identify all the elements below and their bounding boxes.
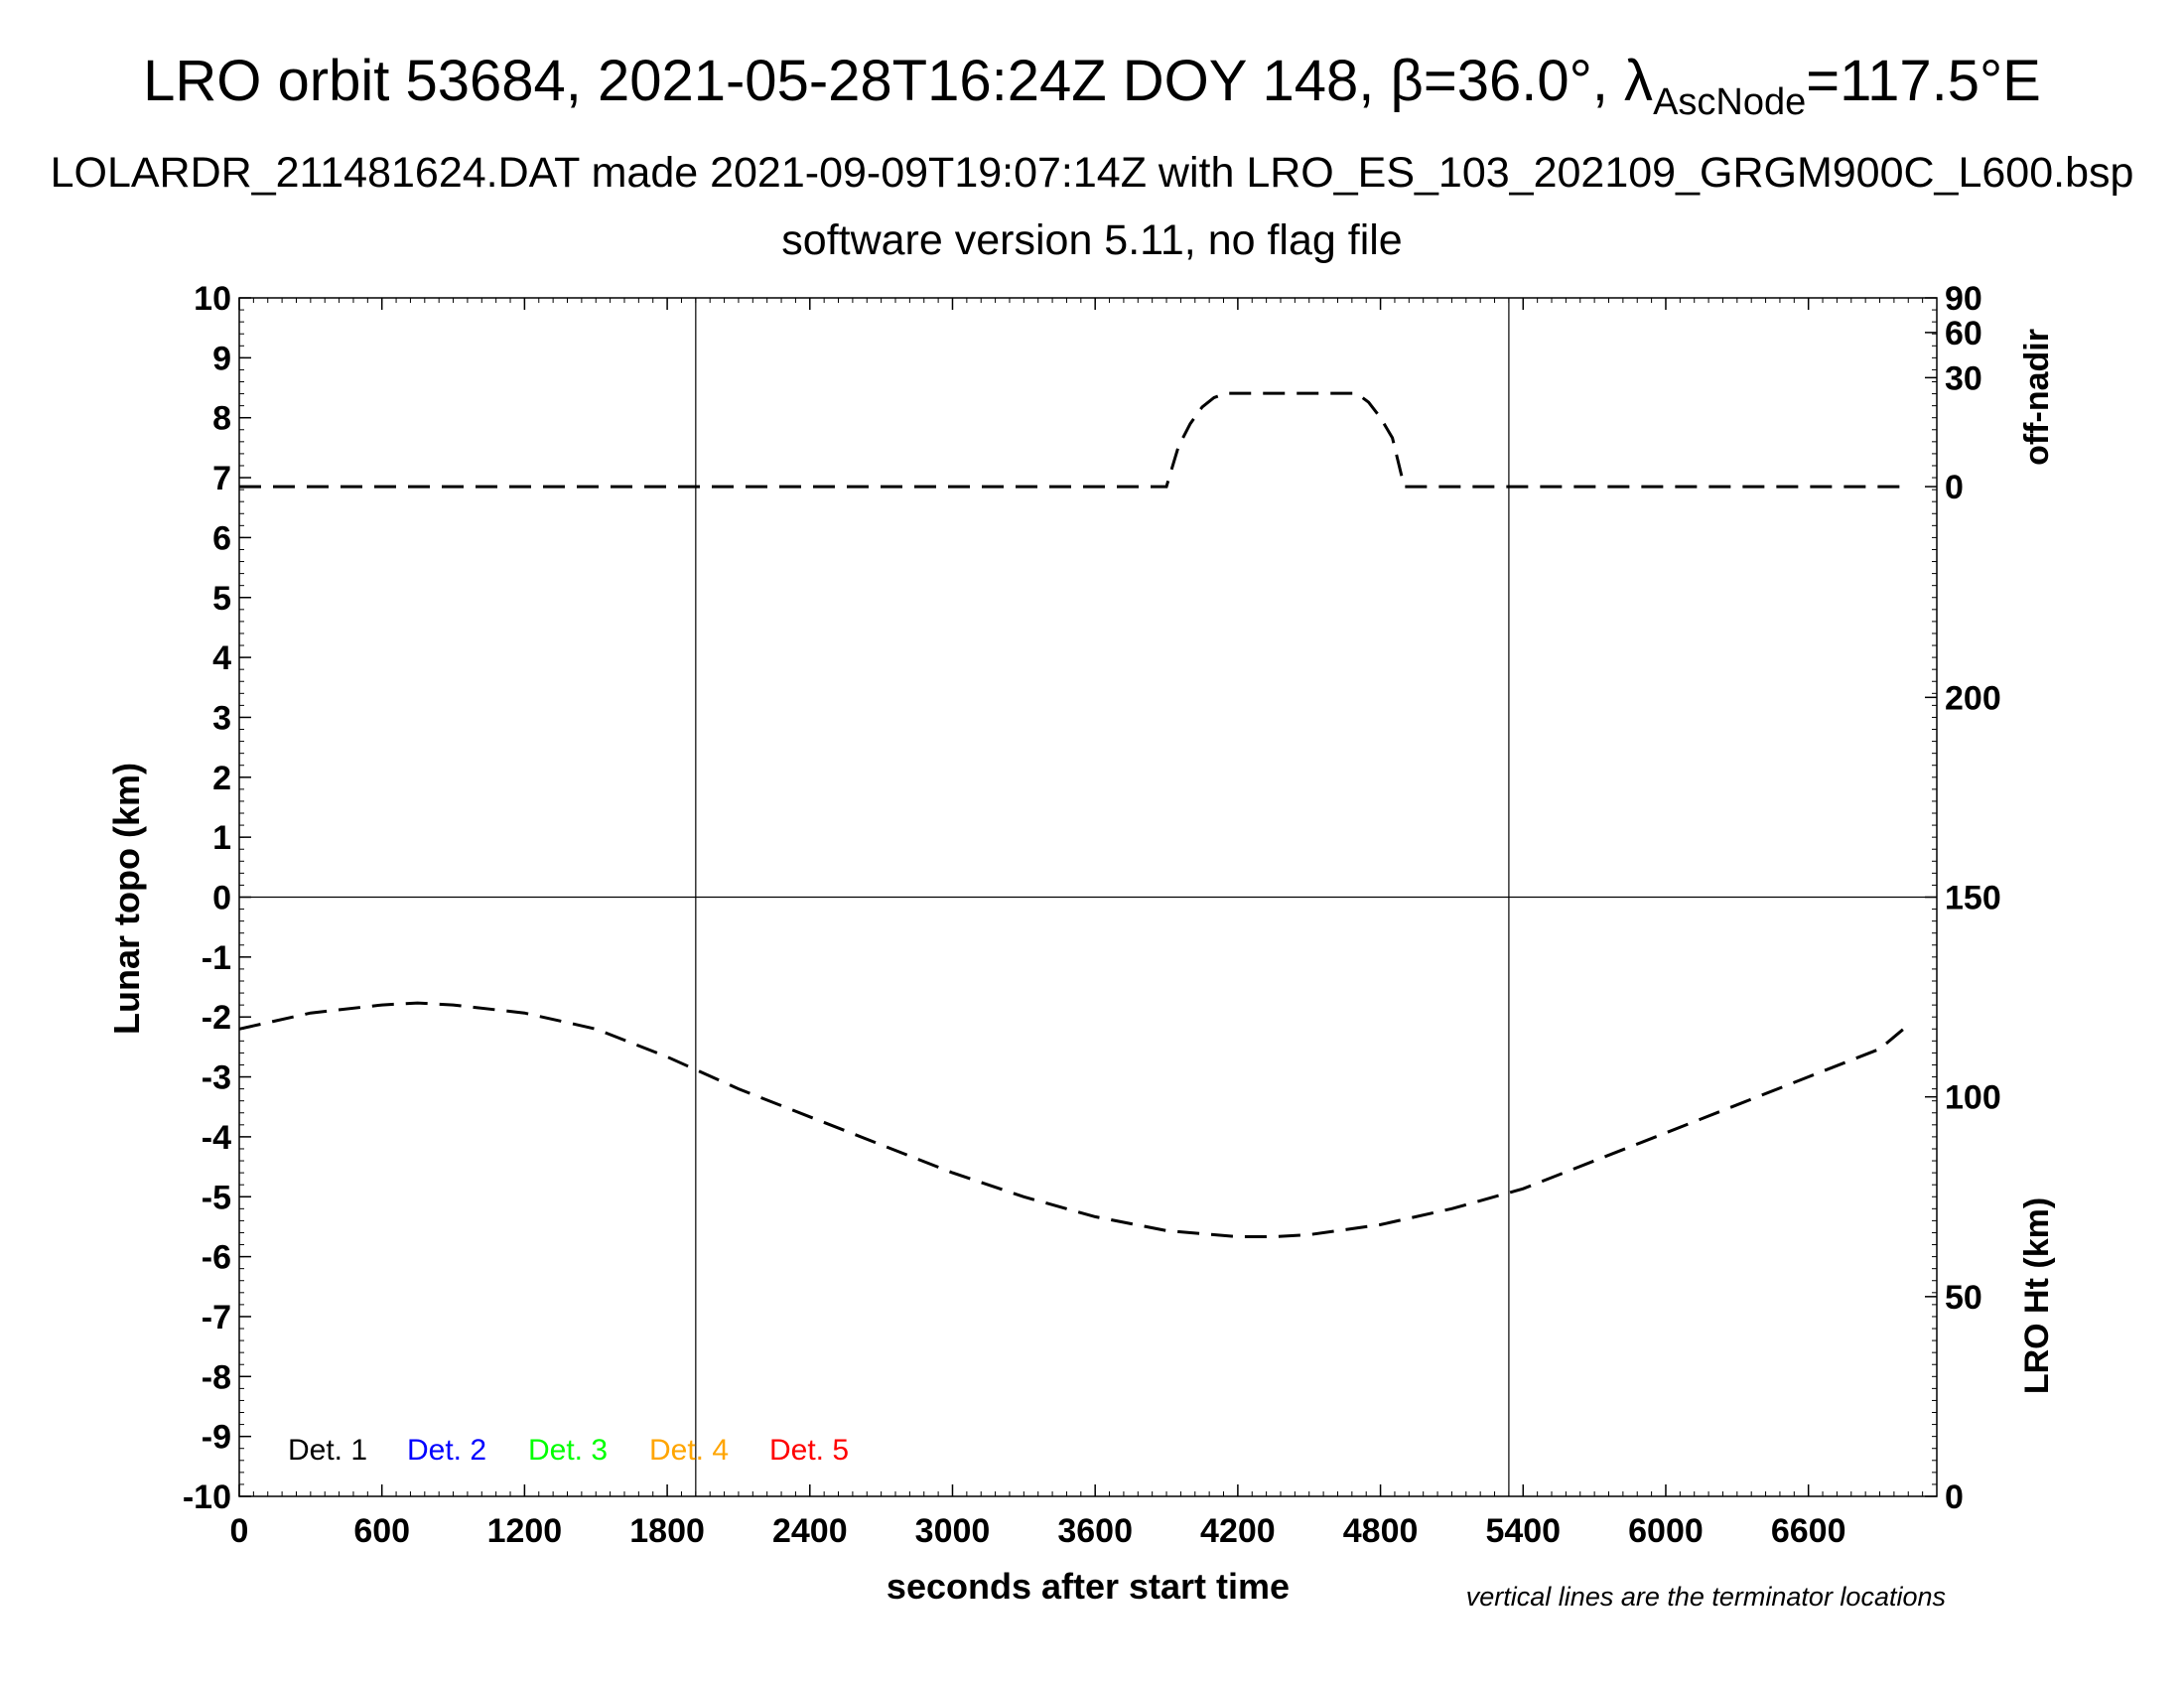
lro-ht-tick-label: 150 <box>1945 880 2001 917</box>
y-tick-label: 2 <box>212 760 231 797</box>
y-tick-label: -5 <box>202 1179 231 1216</box>
title-prefix: LRO orbit 53684, 2021-05-28T16:24Z DOY 1… <box>143 49 1654 113</box>
x-tick-label: 4800 <box>1343 1512 1419 1550</box>
x-tick-label: 1200 <box>487 1512 563 1550</box>
y-tick-label: -3 <box>202 1059 231 1097</box>
legend-item-det-2: Det. 2 <box>407 1434 486 1467</box>
x-tick-label: 600 <box>353 1512 410 1550</box>
off-nadir-tick-label: 60 <box>1945 315 1982 352</box>
chart-subtitle: LOLARDR_211481624.DAT made 2021-09-09T19… <box>50 149 2134 197</box>
x-tick-label: 6000 <box>1628 1512 1704 1550</box>
x-tick-label: 2400 <box>772 1512 848 1550</box>
legend: Det. 1 Det. 2 Det. 3 Det. 4 Det. 5 <box>288 1434 849 1467</box>
y-tick-label: -6 <box>202 1239 231 1277</box>
x-tick-label: 3600 <box>1057 1512 1133 1550</box>
x-tick-label: 6600 <box>1771 1512 1846 1550</box>
off-nadir-tick-label: 0 <box>1945 469 1964 506</box>
chart-subtitle-2: software version 5.11, no flag file <box>781 216 1403 264</box>
y-tick-label: 9 <box>212 340 231 377</box>
terminator-note: vertical lines are the terminator locati… <box>1466 1582 1946 1612</box>
off-nadir-tick-label: 30 <box>1945 359 1982 397</box>
y-axis-label-left: Lunar topo (km) <box>106 763 147 1035</box>
legend-item-det-5: Det. 5 <box>769 1434 849 1467</box>
y-tick-label: 3 <box>212 699 231 737</box>
y-tick-label: -9 <box>202 1419 231 1457</box>
off-nadir-series-line <box>239 391 1904 489</box>
y-tick-label: -10 <box>183 1478 231 1516</box>
y-tick-label: -4 <box>202 1119 231 1157</box>
y-tick-label: -7 <box>202 1299 231 1336</box>
lro-ht-tick-label: 0 <box>1945 1478 1964 1516</box>
y-tick-label: 10 <box>194 280 231 318</box>
lro-ht-tick-label: 100 <box>1945 1079 2001 1117</box>
legend-item-det-1: Det. 1 <box>288 1434 367 1467</box>
x-axis-label: seconds after start time <box>887 1566 1290 1607</box>
lro-ht-tick-label: 200 <box>1945 679 2001 717</box>
y-tick-label: 5 <box>212 580 231 618</box>
x-tick-label: 4200 <box>1200 1512 1276 1550</box>
y-tick-label: 6 <box>212 519 231 557</box>
x-tick-label: 3000 <box>915 1512 991 1550</box>
legend-item-det-4: Det. 4 <box>649 1434 729 1467</box>
x-tick-label: 0 <box>230 1512 249 1550</box>
title-subscript: AscNode <box>1653 81 1807 123</box>
y-tick-label: 7 <box>212 460 231 497</box>
x-tick-label: 1800 <box>629 1512 705 1550</box>
legend-item-det-3: Det. 3 <box>528 1434 608 1467</box>
y-tick-label: 0 <box>212 880 231 917</box>
series-layer <box>238 391 1905 1238</box>
y-tick-label: 8 <box>212 400 231 438</box>
lro-ht-series-line <box>238 1001 1905 1238</box>
off-nadir-tick-label: 90 <box>1945 280 1982 318</box>
grid <box>239 298 1937 1496</box>
y-tick-label: -1 <box>202 939 231 977</box>
lro-ht-tick-label: 50 <box>1945 1279 1982 1317</box>
axis-ticks: 0 600 1200 1800 2400 3000 3600 4200 4800 5400 6000… <box>183 280 2001 1550</box>
y-axis-label-off-nadir: off-nadir <box>2018 329 2056 466</box>
y-tick-label: 1 <box>212 819 231 857</box>
y-tick-label: -2 <box>202 999 231 1037</box>
y-tick-label: -8 <box>202 1358 231 1396</box>
chart-title: LRO orbit 53684, 2021-05-28T16:24Z DOY 1… <box>0 48 2184 121</box>
y-tick-label: 4 <box>212 639 231 677</box>
x-tick-label: 5400 <box>1485 1512 1561 1550</box>
title-suffix: =117.5°E <box>1806 49 2041 113</box>
y-axis-label-lro-ht: LRO Ht (km) <box>2018 1197 2056 1394</box>
